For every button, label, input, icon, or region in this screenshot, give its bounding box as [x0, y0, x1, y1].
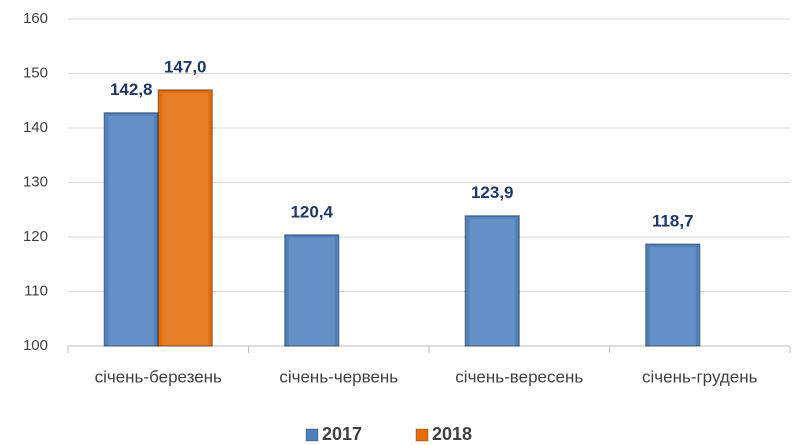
legend-label: 2017 — [322, 424, 362, 444]
bar-shine — [108, 115, 155, 347]
value-label: 147,0 — [164, 57, 207, 76]
x-tick-label: січень-вересень — [455, 367, 583, 386]
x-tick-label: січень-грудень — [642, 367, 758, 386]
bar — [464, 214, 520, 347]
y-tick-label: 150 — [23, 64, 48, 81]
bar — [157, 89, 213, 347]
value-label: 142,8 — [110, 80, 153, 99]
bar — [645, 243, 701, 347]
value-label: 120,4 — [290, 202, 333, 221]
y-tick-label: 110 — [24, 282, 48, 299]
y-tick-label: 120 — [23, 228, 48, 245]
x-tick-label: січень-березень — [95, 367, 222, 386]
bar-shine — [469, 218, 516, 346]
y-tick-label: 140 — [23, 119, 48, 136]
value-label: 118,7 — [652, 212, 694, 231]
y-tick-label: 130 — [23, 173, 48, 190]
bar-shine — [649, 247, 696, 346]
legend-label: 2018 — [432, 424, 472, 444]
y-tick-label: 100 — [23, 337, 48, 354]
y-tick-label: 160 — [23, 10, 48, 27]
bar — [284, 234, 340, 347]
bar-shine — [162, 92, 209, 346]
x-tick-label: січень-червень — [279, 367, 398, 386]
legend-swatch — [415, 428, 429, 442]
value-label: 123,9 — [471, 183, 514, 202]
bar-shine — [288, 237, 335, 346]
legend-swatch — [305, 428, 319, 442]
